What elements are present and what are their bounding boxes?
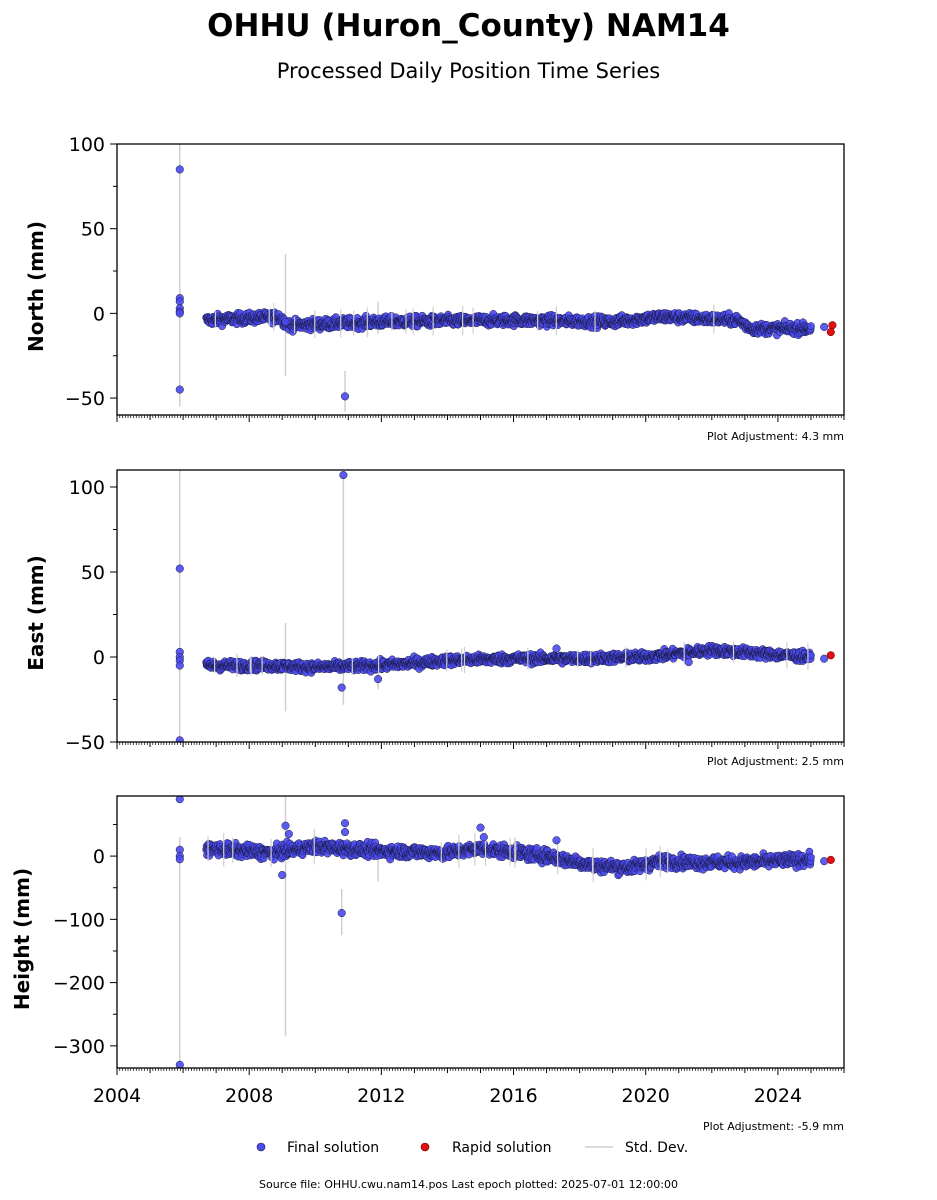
final-solution-point (684, 658, 693, 667)
final-solution-point (337, 683, 346, 692)
final-solution-point (820, 654, 829, 663)
y-axis-label: North (mm) (24, 221, 48, 352)
figure-title: OHHU (Huron_County) NAM14 (207, 8, 730, 44)
y-tick-label: 50 (81, 219, 105, 241)
final-solution-point (175, 736, 184, 742)
final-solution-point (175, 309, 184, 318)
north-panel: −50 0 50 100 North (mm) Plot Adjustment: 4.3 … (24, 134, 845, 443)
y-tick-label: 100 (69, 477, 105, 499)
final-solution-point (175, 297, 184, 306)
final-solution-point (281, 317, 290, 326)
y-tick-label: 100 (69, 134, 105, 156)
final-solution-point (175, 165, 184, 174)
final-solution-point (175, 564, 184, 573)
plot-area (175, 470, 835, 742)
final-solution-point (807, 322, 815, 330)
final-solution-point (175, 385, 184, 394)
plot-adjustment-label: Plot Adjustment: 4.3 mm (707, 430, 844, 443)
east-panel: −50 0 50 100 East (mm) Plot Adjustment: 2.5 m… (24, 469, 845, 768)
figure-subtitle: Processed Daily Position Time Series (277, 59, 661, 83)
plot-frame (116, 143, 845, 416)
y-tick-label: −50 (65, 388, 105, 410)
rapid-solution-point (826, 651, 835, 660)
y-tick-label: −50 (65, 732, 105, 754)
plot-area (175, 796, 835, 1068)
final-solution-point (374, 675, 383, 684)
final-solution-point (340, 392, 350, 401)
final-solution-point (339, 471, 348, 480)
final-solution-point (820, 322, 829, 331)
y-tick-label: 0 (93, 303, 105, 325)
y-axis-label: East (mm) (24, 555, 48, 671)
rapid-solution-point (828, 321, 837, 330)
y-tick-label: 0 (93, 647, 105, 669)
final-solution-point (552, 644, 561, 653)
plot-area (175, 144, 837, 412)
y-tick-label: 50 (81, 562, 105, 584)
rapid-solution-point (826, 327, 835, 337)
plot-frame (116, 469, 845, 743)
plot-adjustment-label: Plot Adjustment: 2.5 mm (707, 755, 844, 768)
final-solution-point (175, 661, 184, 670)
